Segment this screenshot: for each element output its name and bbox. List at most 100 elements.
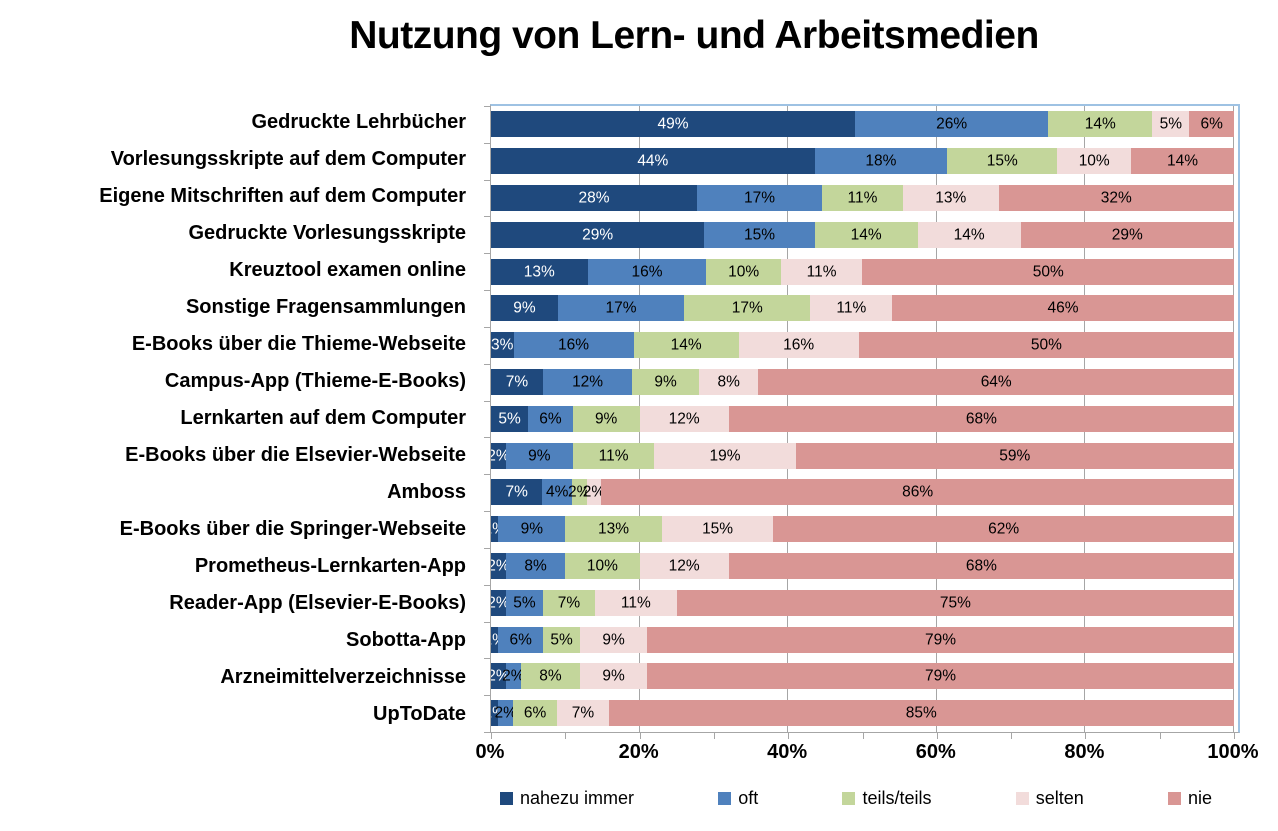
bar-segment: 50% (858, 332, 1234, 359)
bar-value-label: 15% (702, 520, 734, 538)
bar-segment: 2% (583, 479, 605, 506)
bar-value-label: 2% (582, 483, 606, 501)
category-label: E-Books über die Elsevier-Webseite (125, 444, 466, 466)
bar-segment: 13% (902, 184, 999, 211)
bar-value-label: 2% (491, 446, 510, 464)
bar-value-label: 15% (743, 226, 776, 244)
bar-segment: 26% (855, 111, 1049, 138)
bar-value-label: 32% (1100, 189, 1132, 207)
bar-value-label: 50% (1032, 262, 1064, 280)
bar-segment: 13% (491, 258, 588, 285)
bar-value-label: 9% (528, 446, 551, 464)
bar-segment: 7% (557, 700, 609, 727)
bar-value-label: 12% (668, 557, 700, 575)
bar-segment: 15% (947, 148, 1058, 175)
category-label: Vorlesungsskripte auf dem Computer (110, 148, 466, 170)
bar-value-label: 13% (523, 262, 555, 280)
bar-value-label: 79% (924, 667, 957, 685)
bar-value-label: 6% (509, 630, 532, 648)
bar-segment: 3% (491, 332, 514, 359)
legend-label: selten (1035, 788, 1084, 808)
legend-label: nahezu immer (520, 788, 635, 808)
bar-segment: 2% (491, 663, 510, 690)
category-label: Reader-App (Elsevier-E-Books) (169, 592, 466, 614)
bar-segment: 14% (814, 221, 918, 248)
bar-value-label: 10% (728, 262, 760, 280)
bar-value-label: 11% (620, 594, 651, 611)
legend-label: teils/teils (862, 788, 932, 808)
bar-segment: 9% (491, 295, 558, 322)
legend-swatch (1015, 792, 1029, 805)
bar-segment: 2% (491, 589, 510, 616)
category-label: Gedruckte Vorlesungsskripte (188, 222, 467, 244)
bar-segment: 9% (580, 663, 648, 690)
y-axis-tick (484, 400, 491, 402)
x-axis-tick (1234, 732, 1235, 739)
bar-segment: 1% (491, 626, 506, 653)
bar-segment: 8% (699, 368, 759, 395)
bar-segment: 11% (780, 258, 863, 285)
bar-segment: 68% (728, 552, 1234, 579)
bar-value-label: 9% (513, 299, 536, 317)
bar-segment: 9% (498, 516, 566, 543)
bar-segment: 17% (684, 295, 811, 322)
bar-segment: 5% (543, 626, 581, 653)
x-axis-tick (936, 732, 938, 739)
bar-value-label: 12% (572, 373, 604, 391)
y-axis-tick (484, 179, 491, 181)
bar-row: 1%6% 5% 9% 79% (491, 621, 1234, 658)
bar-value-label: 26% (936, 115, 968, 133)
legend-item: nie (1167, 788, 1212, 809)
bar-value-label: 85% (905, 704, 937, 722)
bar-segment: 64% (758, 368, 1234, 395)
bar-value-label: 2% (491, 594, 510, 611)
bar-value-label: 11% (598, 446, 629, 464)
legend-label: nie (1187, 788, 1212, 808)
y-axis-tick (484, 547, 491, 549)
x-axis-tick-label: 60% (915, 741, 956, 763)
bar-segment: 75% (676, 589, 1234, 616)
bar-segment: 10% (706, 258, 781, 285)
bar-value-label: 7% (571, 704, 595, 722)
bar-segment: 29% (491, 221, 705, 248)
bar-value-label: 11% (836, 299, 867, 317)
bar-segment: 59% (795, 442, 1234, 469)
bar-segment: 7% (491, 368, 543, 395)
bar-segment: 86% (601, 479, 1234, 506)
bar-segment: 10% (1057, 148, 1131, 175)
category-label: Sobotta-App (346, 629, 466, 651)
bar-segment: 2% (491, 442, 510, 469)
bar-value-label: 79% (924, 630, 956, 648)
category-label: E-Books über die Springer-Webseite (119, 518, 466, 540)
category-label: Prometheus-Lernkarten-App (194, 555, 466, 577)
bar-value-label: 46% (1047, 299, 1079, 317)
legend-swatch (842, 792, 856, 805)
bar-value-label: 8% (539, 667, 562, 685)
bar-value-label: 17% (731, 299, 763, 317)
bar-segment: 2% (568, 479, 590, 506)
bar-value-label: 5% (550, 630, 573, 648)
bar-value-label: 18% (865, 152, 897, 170)
bar-segment: 4% (542, 479, 572, 506)
bar-value-label: 7% (557, 594, 581, 611)
category-label: Arzneimittelverzeichnisse (220, 666, 466, 688)
bar-segment: 11% (822, 184, 903, 211)
bar-value-label: 9% (602, 630, 625, 648)
bar-value-label: 9% (602, 667, 625, 685)
y-axis-tick (484, 732, 491, 733)
bar-segment: 5% (491, 405, 529, 432)
bar-segment: 68% (728, 405, 1234, 432)
x-axis-tick-label: 20% (618, 741, 659, 763)
bar-value-label: 14% (953, 226, 985, 244)
bar-value-label: 14% (670, 336, 702, 354)
bar-row: 2% 5% 7% 11% 75% (491, 584, 1234, 621)
bar-segment: 49% (491, 111, 856, 138)
bar-segment: 6% (513, 700, 558, 727)
bar-segment: 14% (1130, 148, 1234, 175)
bar-segment: 50% (862, 258, 1234, 285)
bar-value-label: 6% (539, 410, 562, 428)
legend-label: oft (738, 788, 759, 808)
bar-value-label: 4% (545, 483, 569, 501)
bar-value-label: 9% (520, 520, 544, 538)
bar-segment: 11% (595, 589, 677, 616)
